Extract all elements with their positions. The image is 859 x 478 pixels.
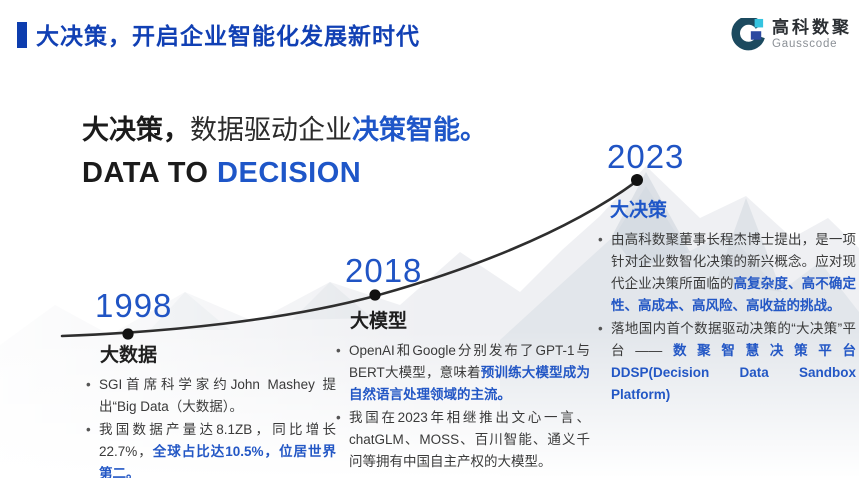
gausscode-logo-icon [731, 18, 765, 51]
title-accent-bar [17, 22, 27, 48]
bullet-text-highlight: 高复杂度、高不确定性、高成本、高风险、高收益的挑战。 [611, 276, 857, 313]
milestone-2018: 2018 大模型 • OpenAI和Google分别发布了GPT-1与BERT大模型，… [336, 254, 590, 474]
year-label-2018: 2018 [345, 252, 423, 289]
milestone-title: 大模型 [350, 311, 408, 332]
bullet-text-highlight: 全球占比达10.5%，位居世界第二。 [99, 444, 337, 478]
bullet-marker: • [336, 410, 341, 425]
logo-text: 高科数聚 Gausscode [772, 18, 852, 51]
company-logo: 高科数聚 Gausscode [731, 18, 852, 52]
bullet-text-highlight: 预训练大模型成为自然语言处理领域的主流。 [349, 365, 590, 402]
milestone-title: 大决策 [610, 200, 668, 221]
logo-name-zh: 高科数聚 [772, 18, 852, 37]
bullet-item: • OpenAI和Google分别发布了GPT-1与BERT大模型，意味着预训练大… [336, 340, 590, 406]
logo-name-en: Gausscode [772, 38, 838, 50]
hero-line-en: DATA TO DECISION [82, 157, 487, 190]
bullet-list: • 由高科数聚董事长程杰博士提出，是一项针对企业数智化决策的新兴概念。应对现代企业… [598, 229, 856, 406]
milestone-2023: 2023 大决策 • 由高科数聚董事长程杰博士提出，是一项针对企业数智化决策的新兴概念… [598, 140, 856, 407]
bullet-text: 我国在2023年相继推出文心一言、chatGLM、MOSS、百川智能、通义千问等… [349, 410, 590, 469]
bullet-list: • SGI首席科学家约John Mashey 提出“Big Data（大数据）。 •… [86, 374, 336, 478]
milestone-title: 大数据 [100, 345, 158, 366]
bullet-text: 由高科数聚董事长程杰博士提出，是一项针对企业数智化决策的新兴概念。应对现代企业决… [611, 232, 856, 291]
bullet-marker: • [86, 422, 91, 437]
bullet-marker: • [86, 377, 91, 392]
hero-zh-regular: 数据驱动企业 [190, 115, 352, 145]
hero-en-black: DATA TO [82, 157, 218, 189]
bullet-text: SGI首席科学家约John Mashey 提出“Big Data（大数据）。 [99, 377, 336, 414]
hero-line-zh: 大决策，数据驱动企业决策智能。 [82, 113, 487, 147]
bullet-item: • 我国在2023年相继推出文心一言、chatGLM、MOSS、百川智能、通义千问… [336, 407, 590, 473]
bullet-marker: • [598, 232, 603, 247]
hero-heading: 大决策，数据驱动企业决策智能。 DATA TO DECISION [82, 113, 487, 190]
milestone-1998: 1998 大数据 • SGI首席科学家约John Mashey 提出“Big Data… [86, 289, 336, 478]
hero-en-blue: DECISION [217, 157, 362, 189]
bullet-item: • SGI首席科学家约John Mashey 提出“Big Data（大数据）。 [86, 374, 336, 418]
bullet-item: • 由高科数聚董事长程杰博士提出，是一项针对企业数智化决策的新兴概念。应对现代企业… [598, 229, 856, 317]
bullet-text: 我国数据产量达8.1ZB，同比增长22.7%， [99, 422, 336, 459]
page-title: 大决策，开启企业智能化发展新时代 [36, 23, 420, 49]
bullet-marker: • [336, 343, 341, 358]
bullet-text: OpenAI和Google分别发布了GPT-1与BERT大模型，意味着 [349, 343, 590, 380]
hero-zh-bold: 大决策， [82, 115, 190, 145]
bullet-item: • 落地国内首个数据驱动决策的“大决策”平台——数聚智慧决策平台DDSP(Deci… [598, 318, 856, 406]
year-label-2023: 2023 [607, 138, 685, 175]
hero-zh-blue: 决策智能。 [352, 115, 487, 145]
bullet-text-highlight: 数聚智慧决策平台DDSP(Decision Data Sandbox Platf… [611, 343, 857, 402]
year-label-1998: 1998 [95, 287, 173, 324]
bullet-list: • OpenAI和Google分别发布了GPT-1与BERT大模型，意味着预训练大… [336, 340, 590, 473]
bullet-text: 落地国内首个数据驱动决策的“大决策”平台—— [611, 321, 856, 358]
bullet-item: • 我国数据产量达8.1ZB，同比增长22.7%，全球占比达10.5%，位居世界第… [86, 419, 336, 478]
bullet-marker: • [598, 321, 603, 336]
